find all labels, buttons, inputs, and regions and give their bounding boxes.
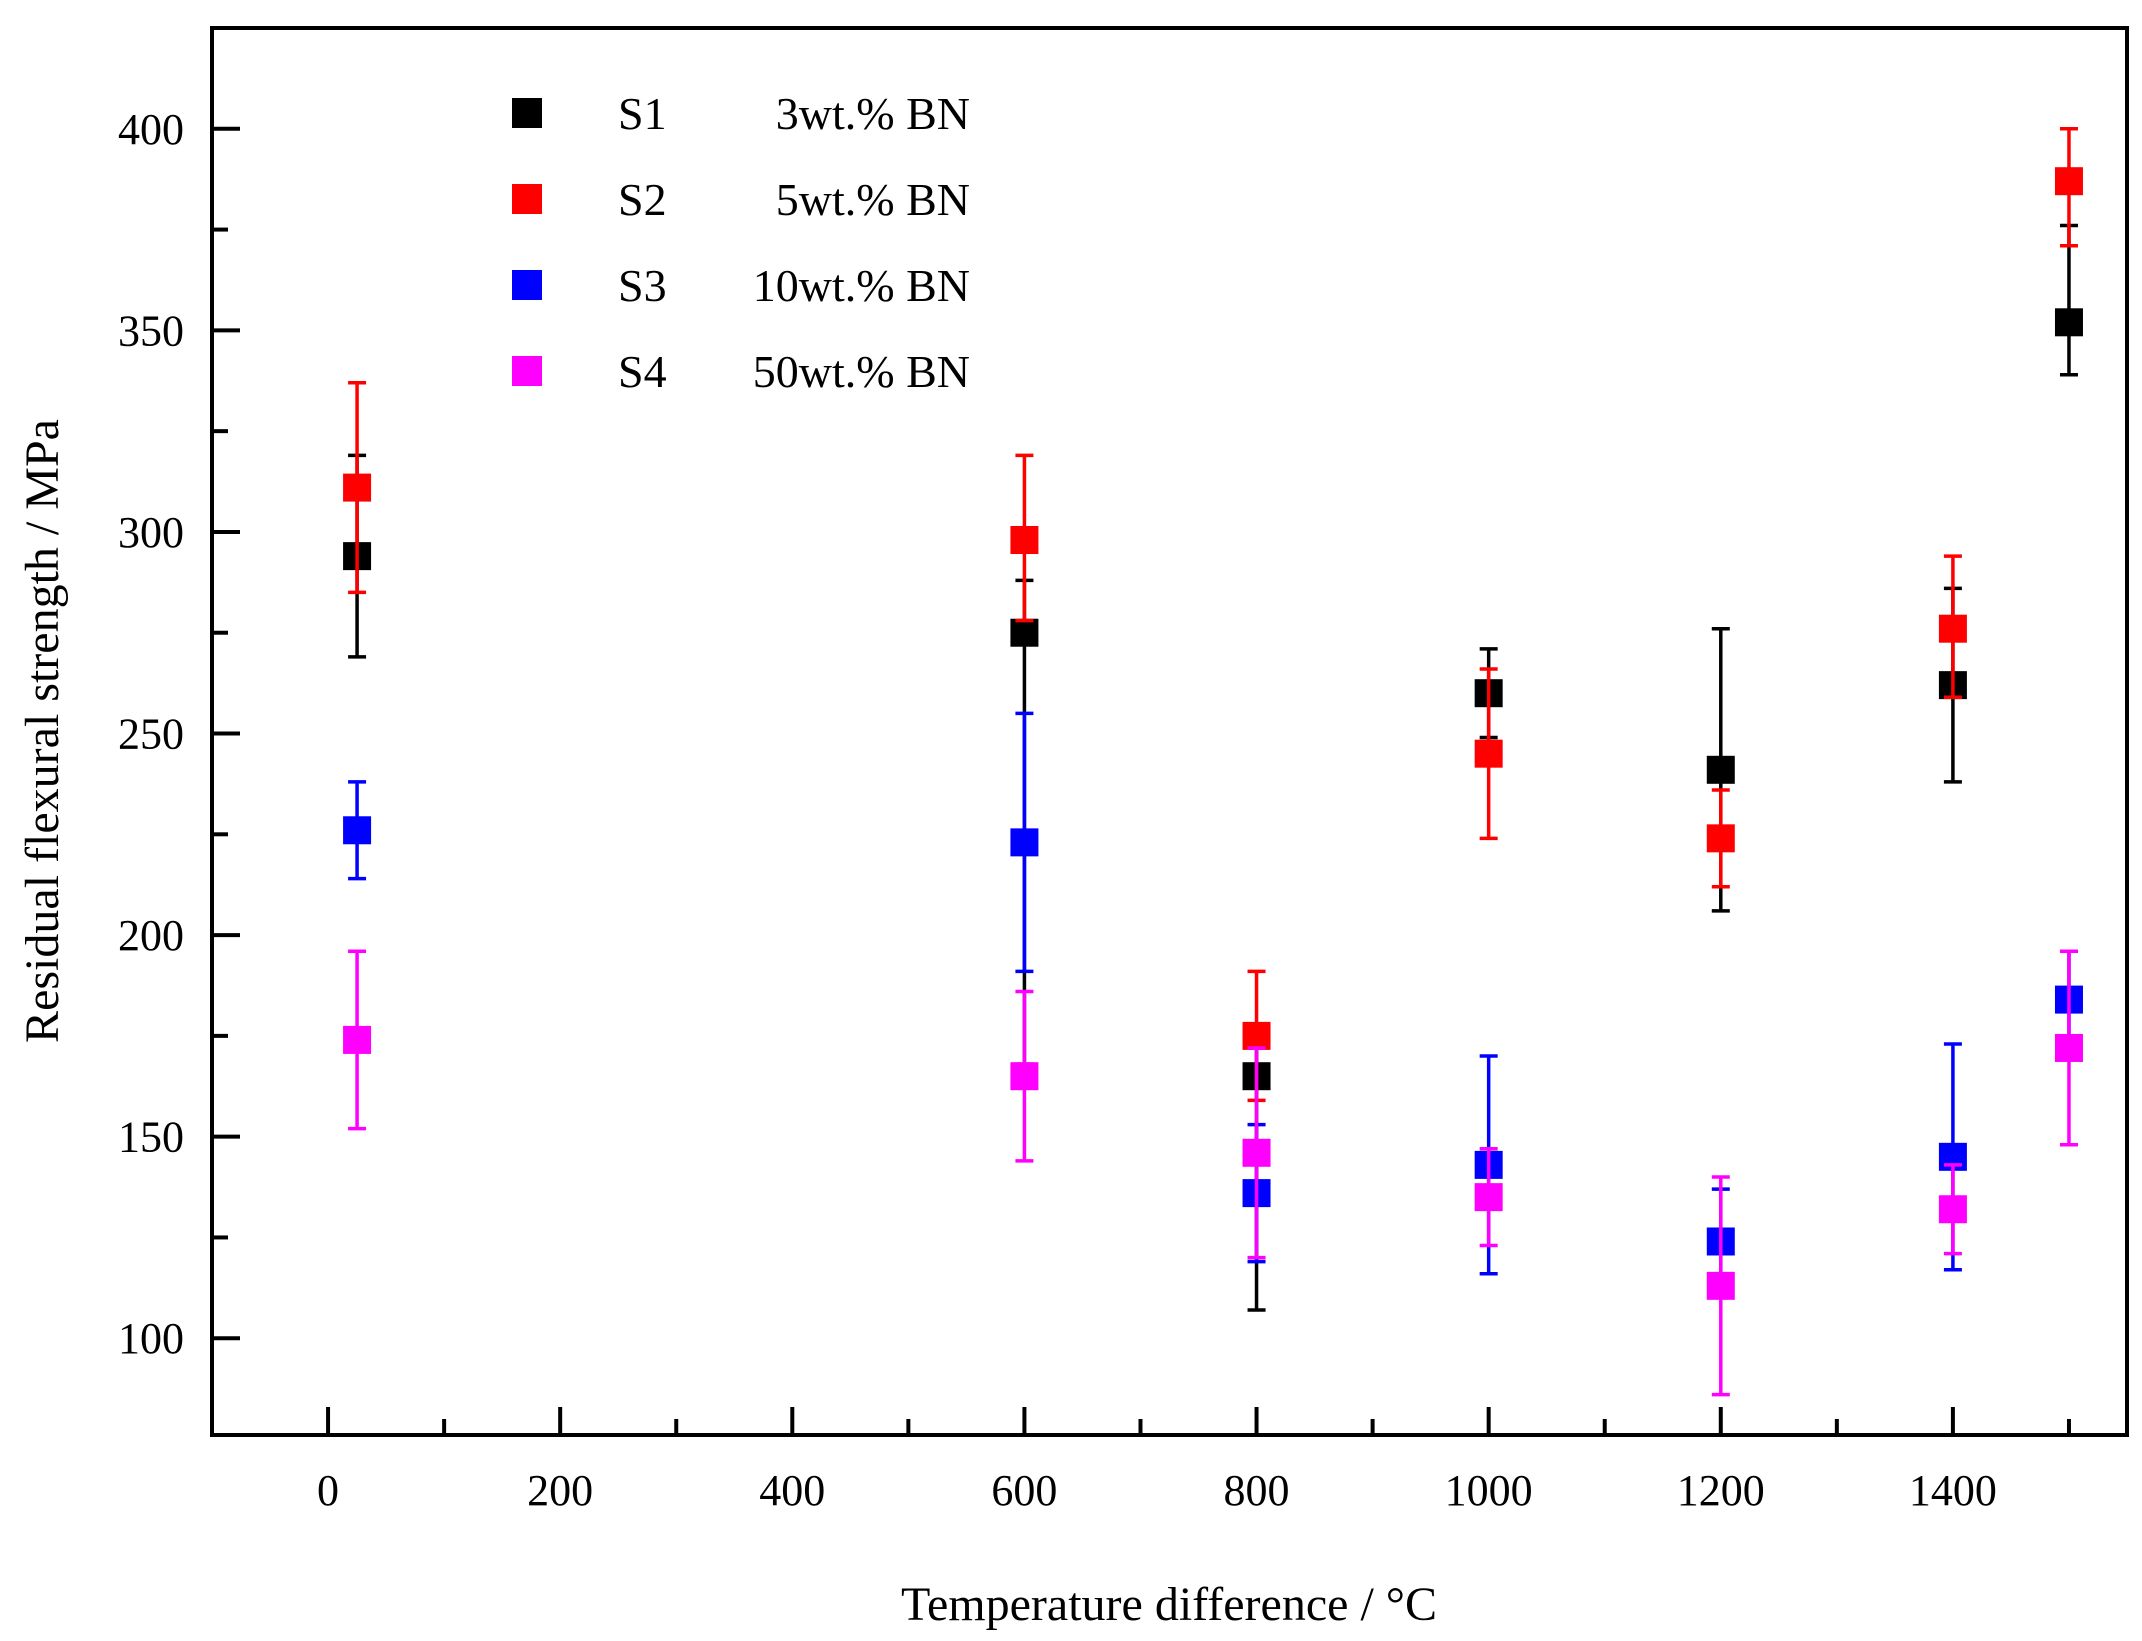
data-point <box>1938 614 1967 643</box>
data-point <box>1474 739 1503 768</box>
x-axis-ticks: 0 200 400 600 800 1000 1200 1400 <box>317 1407 2071 1515</box>
y-tick-label: 400 <box>118 105 184 154</box>
legend-series-name: S4 <box>618 346 667 397</box>
x-tick-label: 600 <box>991 1466 1057 1515</box>
data-point <box>2054 167 2083 196</box>
data-point <box>1474 1183 1503 1212</box>
series-S1 <box>343 223 2083 1312</box>
x-tick-label: 0 <box>317 1466 339 1515</box>
legend-series-name: S2 <box>618 174 667 225</box>
data-point <box>343 816 372 845</box>
data-point <box>1010 828 1039 857</box>
y-tick-label: 200 <box>118 911 184 960</box>
x-tick-label: 200 <box>527 1466 593 1515</box>
y-tick-label: 150 <box>118 1113 184 1162</box>
y-axis-title: Residual flexural strength / MPa <box>16 419 69 1043</box>
legend-marker <box>512 184 542 214</box>
data-point <box>1242 1138 1271 1167</box>
legend-series-name: S1 <box>618 88 667 139</box>
legend-marker <box>512 270 542 300</box>
data-point <box>1010 526 1039 555</box>
data-point <box>2054 308 2083 337</box>
data-point <box>1010 1062 1039 1091</box>
x-tick-label: 1200 <box>1677 1466 1765 1515</box>
data-point <box>1010 618 1039 647</box>
legend-series-label: 50wt.% BN <box>753 346 970 397</box>
data-point <box>1938 1195 1967 1224</box>
legend-marker <box>512 356 542 386</box>
data-point <box>1706 1271 1735 1300</box>
x-tick-label: 400 <box>759 1466 825 1515</box>
x-axis-title: Temperature difference / °C <box>901 1578 1437 1631</box>
legend-series-label: 3wt.% BN <box>776 88 970 139</box>
x-tick-label: 1400 <box>1909 1466 1997 1515</box>
y-tick-label: 250 <box>118 710 184 759</box>
y-axis-ticks: 100 150 200 250 300 350 400 <box>118 105 240 1363</box>
x-tick-label: 800 <box>1224 1466 1290 1515</box>
data-point <box>1706 824 1735 853</box>
series-S4 <box>343 949 2083 1397</box>
data-point <box>343 473 372 502</box>
x-tick-label: 1000 <box>1445 1466 1533 1515</box>
legend-series-name: S3 <box>618 260 667 311</box>
data-point <box>1706 755 1735 784</box>
legend-marker <box>512 98 542 128</box>
y-tick-label: 300 <box>118 508 184 557</box>
legend-series-label: 5wt.% BN <box>776 174 970 225</box>
data-point <box>343 1025 372 1054</box>
series-S2 <box>343 127 2083 1103</box>
legend: S1 3wt.% BN S2 5wt.% BN S3 10wt.% BN S4 50wt.% … <box>512 88 970 397</box>
plot-frame <box>210 26 2129 1437</box>
legend-series-label: 10wt.% BN <box>753 260 970 311</box>
plot-marks <box>343 127 2083 1397</box>
series-S3 <box>343 711 2083 1296</box>
data-point <box>2054 1033 2083 1062</box>
y-tick-label: 100 <box>118 1314 184 1363</box>
y-tick-label: 350 <box>118 306 184 355</box>
data-point <box>1242 1021 1271 1050</box>
